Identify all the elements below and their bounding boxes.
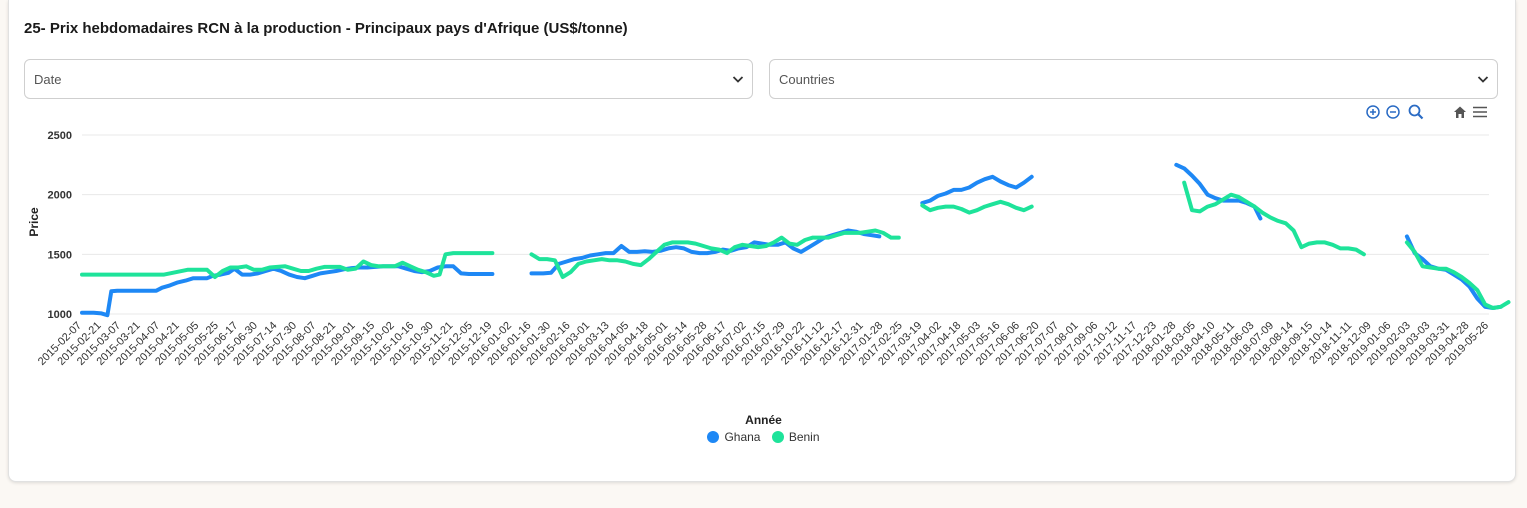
date-select-placeholder: Date <box>34 72 62 87</box>
legend-label-benin: Benin <box>788 430 820 444</box>
legend-item-benin[interactable]: Benin <box>771 430 820 444</box>
series-line-benin <box>920 199 1034 215</box>
series-lines <box>80 162 1511 318</box>
x-axis: 2015-02-072015-02-212015-03-072015-03-21… <box>36 320 1491 368</box>
zoom-selection-icon[interactable] <box>1408 104 1424 120</box>
line-chart: 1000 1500 2000 2500 2015-02-072015-02-21201… <box>27 130 1511 368</box>
y-tick-label: 1500 <box>48 249 72 261</box>
chevron-down-icon <box>732 76 744 83</box>
series-line-benin <box>529 228 901 279</box>
y-axis-label: Price <box>27 207 41 237</box>
zoom-in-icon[interactable] <box>1365 104 1381 120</box>
series-line-benin <box>1404 240 1511 310</box>
series-line-ghana <box>1174 162 1263 221</box>
legend-marker-ghana <box>707 431 720 443</box>
countries-select[interactable]: Countries <box>769 59 1498 99</box>
series-line-benin <box>1182 180 1366 257</box>
y-tick-label: 1000 <box>48 309 72 321</box>
legend-item-ghana[interactable]: Ghana <box>707 430 760 444</box>
menu-icon[interactable] <box>1472 104 1488 120</box>
legend-label-ghana: Ghana <box>724 430 761 444</box>
chart-title: 25- Prix hebdomadaires RCN à la producti… <box>24 20 628 37</box>
countries-select-placeholder: Countries <box>779 72 835 87</box>
legend: Ghana Benin <box>0 430 1527 446</box>
home-reset-icon[interactable] <box>1452 104 1468 120</box>
y-tick-label: 2000 <box>48 190 72 202</box>
date-select[interactable]: Date <box>24 59 753 99</box>
legend-marker-benin <box>771 431 784 443</box>
legend-title: Année <box>745 413 782 427</box>
series-line-ghana <box>920 174 1034 205</box>
zoom-out-icon[interactable] <box>1385 104 1401 120</box>
series-line-benin <box>80 251 495 279</box>
chevron-down-icon <box>1477 76 1489 83</box>
y-tick-label: 2500 <box>48 130 72 142</box>
series-line-ghana <box>1404 234 1503 310</box>
y-axis: 1000 1500 2000 2500 <box>48 130 72 321</box>
gridlines <box>82 134 1489 315</box>
